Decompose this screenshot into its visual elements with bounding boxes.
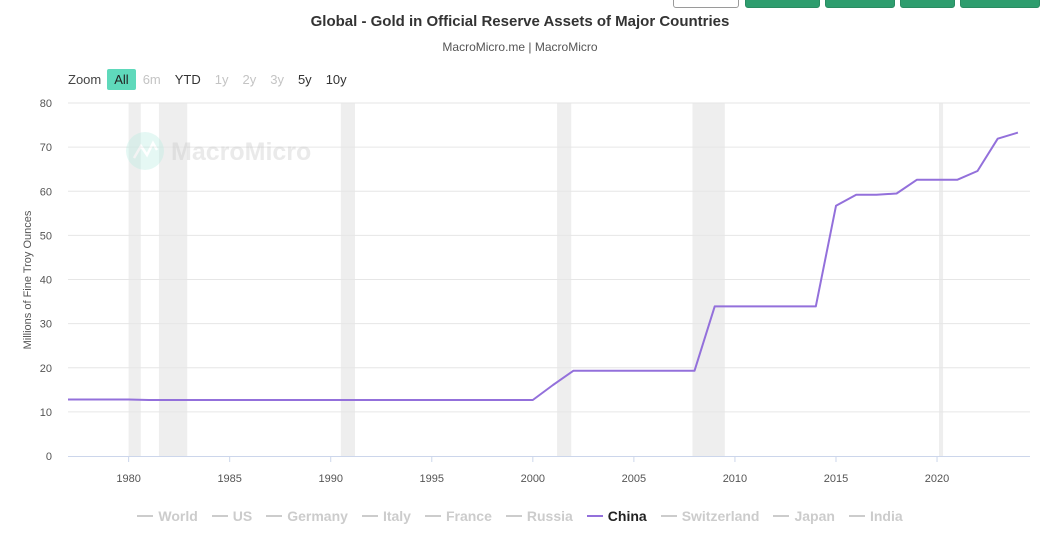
watermark-logo: MacroMicro bbox=[126, 132, 311, 170]
legend-label: Russia bbox=[526, 508, 573, 524]
legend-swatch bbox=[266, 515, 283, 517]
legend-swatch bbox=[586, 515, 603, 517]
y-tick-label: 20 bbox=[40, 363, 52, 375]
top-toolbar bbox=[0, 0, 1040, 8]
x-tick-label: 1995 bbox=[420, 473, 444, 485]
series-line-china[interactable] bbox=[68, 131, 1019, 401]
x-tick-label: 1990 bbox=[318, 473, 342, 485]
legend-item-india[interactable]: India bbox=[848, 508, 903, 524]
legend-item-switzerland[interactable]: Switzerland bbox=[660, 508, 760, 524]
watermark-icon-mark bbox=[132, 140, 159, 159]
watermark-icon bbox=[126, 132, 164, 170]
legend-label: Italy bbox=[382, 508, 411, 524]
zoom-button-5y[interactable]: 5y bbox=[297, 72, 312, 87]
top-button-2[interactable] bbox=[745, 0, 820, 8]
y-tick-label: 0 bbox=[46, 451, 52, 463]
legend-swatch bbox=[424, 515, 441, 517]
x-tick-label: 2005 bbox=[622, 473, 646, 485]
legend-item-us[interactable]: US bbox=[211, 508, 253, 524]
top-button-4[interactable] bbox=[900, 0, 955, 8]
legend-swatch bbox=[211, 515, 228, 517]
legend-swatch bbox=[848, 515, 865, 517]
grid-lines bbox=[68, 102, 1030, 413]
y-tick-label: 40 bbox=[40, 275, 52, 287]
y-tick-label: 10 bbox=[40, 407, 52, 419]
zoom-button-ytd[interactable]: YTD bbox=[174, 72, 201, 87]
x-tick-label: 1985 bbox=[217, 473, 241, 485]
legend-label: US bbox=[232, 508, 253, 524]
legend-item-germany[interactable]: Germany bbox=[266, 508, 348, 524]
zoom-label: Zoom bbox=[68, 72, 102, 87]
legend-item-china[interactable]: China bbox=[586, 508, 647, 524]
y-tick-label: 70 bbox=[40, 142, 52, 154]
legend-label: China bbox=[607, 508, 647, 524]
zoom-button-all[interactable]: All bbox=[107, 69, 136, 90]
y-tick-label: 60 bbox=[40, 186, 52, 198]
y-tick-label: 80 bbox=[40, 98, 52, 110]
y-axis-ticks: 0 10 20 30 40 50 60 70 80 bbox=[40, 98, 52, 463]
legend-label: Japan bbox=[794, 508, 835, 524]
legend: World US Germany Italy France Russia Chi… bbox=[0, 506, 1040, 526]
x-axis-ticks: 1980 1985 1990 1995 2000 2005 2010 2015 2020 bbox=[116, 456, 949, 485]
legend-swatch bbox=[361, 515, 378, 517]
zoom-button-10y[interactable]: 10y bbox=[325, 72, 347, 87]
line-chart: MacroMicro 0 10 20 30 40 50 60 70 80 1980 1985 199… bbox=[22, 98, 1030, 485]
legend-swatch bbox=[773, 515, 790, 517]
legend-item-russia[interactable]: Russia bbox=[505, 508, 573, 524]
x-tick-label: 2000 bbox=[521, 473, 545, 485]
legend-swatch bbox=[137, 515, 154, 517]
x-tick-label: 2015 bbox=[824, 473, 848, 485]
x-tick-label: 2020 bbox=[925, 473, 949, 485]
top-button-3[interactable] bbox=[825, 0, 895, 8]
legend-label: World bbox=[158, 508, 198, 524]
watermark-text: MacroMicro bbox=[171, 138, 311, 166]
legend-label: India bbox=[869, 508, 903, 524]
x-tick-label: 1980 bbox=[116, 473, 140, 485]
y-tick-label: 30 bbox=[40, 319, 52, 331]
legend-swatch bbox=[660, 515, 677, 517]
chart-title: Global - Gold in Official Reserve Assets… bbox=[310, 13, 730, 30]
legend-label: Switzerland bbox=[681, 508, 760, 524]
legend-item-world[interactable]: World bbox=[137, 508, 198, 524]
zoom-controls: Zoom All 6m YTD 1y 2y 3y 5y 10y bbox=[68, 69, 354, 90]
zoom-button-2y[interactable]: 2y bbox=[242, 72, 257, 87]
legend-item-japan[interactable]: Japan bbox=[773, 508, 835, 524]
legend-label: Germany bbox=[287, 508, 348, 524]
chart-subtitle: MacroMicro.me | MacroMicro bbox=[442, 40, 598, 54]
top-button-1[interactable] bbox=[673, 0, 739, 8]
zoom-button-3y[interactable]: 3y bbox=[270, 72, 284, 87]
x-tick-label: 2010 bbox=[723, 473, 747, 485]
y-tick-label: 50 bbox=[40, 230, 52, 242]
legend-label: France bbox=[445, 508, 492, 524]
legend-item-italy[interactable]: Italy bbox=[361, 508, 411, 524]
legend-swatch bbox=[505, 515, 522, 517]
zoom-button-1y[interactable]: 1y bbox=[214, 72, 229, 87]
zoom-button-6m[interactable]: 6m bbox=[142, 72, 161, 87]
y-axis-label: Millions of Fine Troy Ounces bbox=[22, 210, 34, 349]
legend-item-france[interactable]: France bbox=[424, 508, 492, 524]
